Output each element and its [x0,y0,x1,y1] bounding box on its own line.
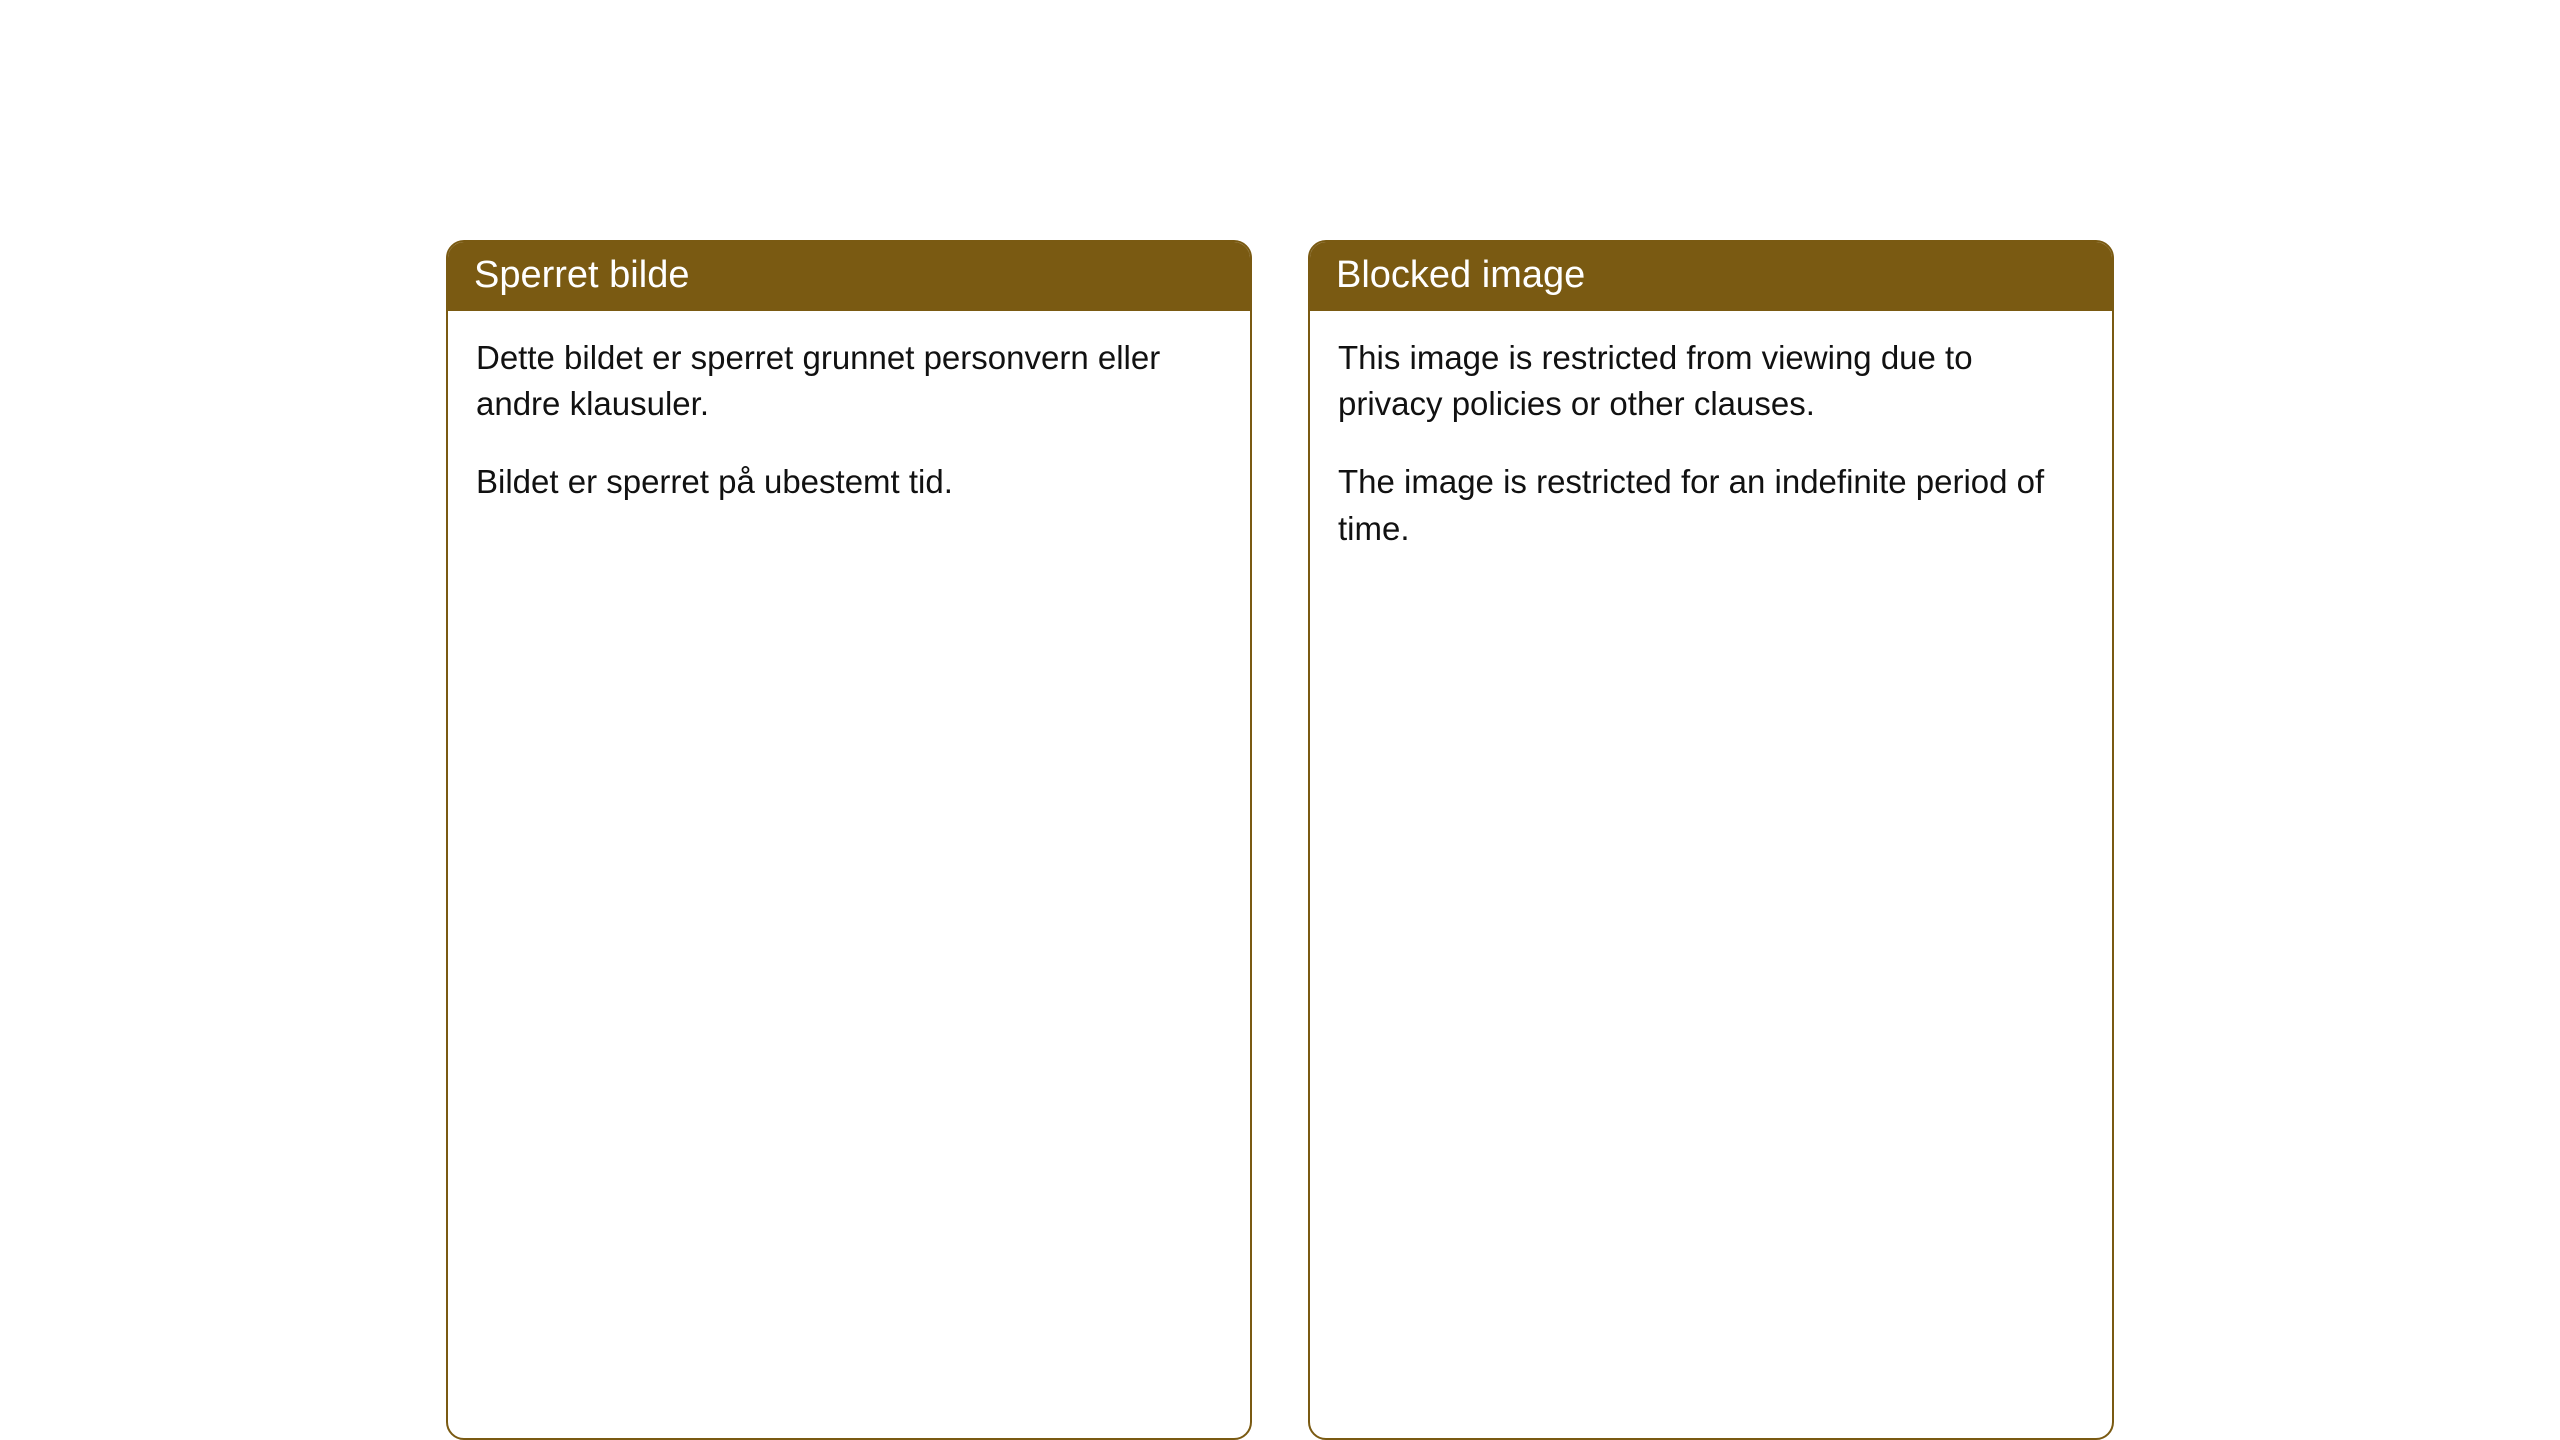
card-paragraph: The image is restricted for an indefinit… [1338,459,2084,551]
card-paragraph: Dette bildet er sperret grunnet personve… [476,335,1222,427]
card-english: Blocked image This image is restricted f… [1308,240,2114,1440]
card-header-norwegian: Sperret bilde [448,242,1250,311]
card-paragraph: This image is restricted from viewing du… [1338,335,2084,427]
card-body-english: This image is restricted from viewing du… [1310,311,2112,588]
cards-container: Sperret bilde Dette bildet er sperret gr… [446,240,2114,1440]
card-paragraph: Bildet er sperret på ubestemt tid. [476,459,1222,505]
card-body-norwegian: Dette bildet er sperret grunnet personve… [448,311,1250,542]
card-header-english: Blocked image [1310,242,2112,311]
card-norwegian: Sperret bilde Dette bildet er sperret gr… [446,240,1252,1440]
